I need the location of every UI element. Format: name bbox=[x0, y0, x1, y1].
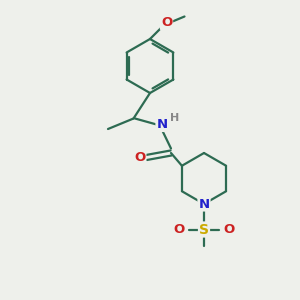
Text: N: N bbox=[198, 197, 210, 211]
Text: N: N bbox=[156, 118, 168, 131]
Text: O: O bbox=[173, 223, 184, 236]
Text: S: S bbox=[199, 223, 209, 236]
Text: O: O bbox=[224, 223, 235, 236]
Text: O: O bbox=[134, 151, 146, 164]
Text: O: O bbox=[161, 16, 172, 29]
Text: H: H bbox=[170, 113, 179, 123]
